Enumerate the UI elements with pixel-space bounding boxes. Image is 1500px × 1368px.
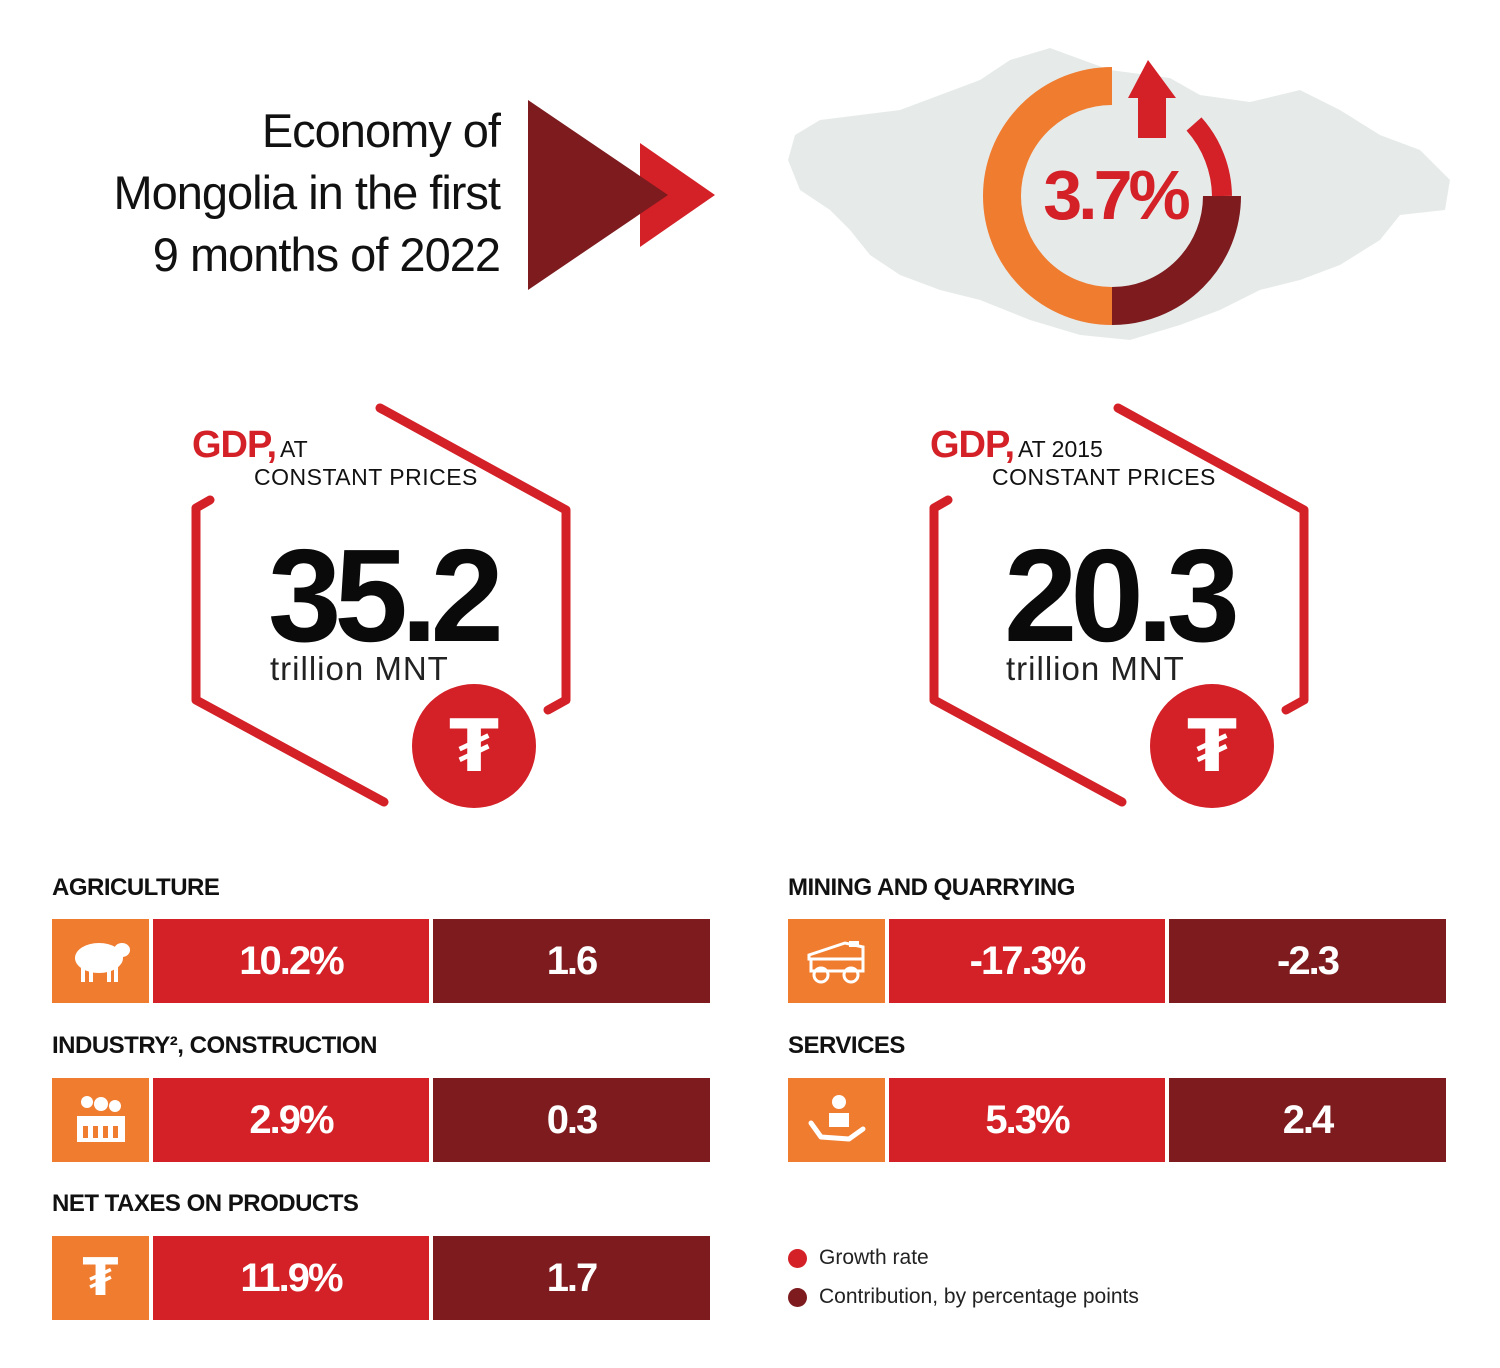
sector-row-mining: -17.3% -2.3 — [788, 919, 1446, 1003]
contribution-value: 0.3 — [433, 1078, 710, 1162]
sector-label-net-taxes: NET TAXES ON PRODUCTS — [52, 1190, 359, 1217]
contribution-value: 1.7 — [433, 1236, 710, 1320]
legend-item-contribution: Contribution, by percentage points — [788, 1285, 1139, 1309]
sector-label-mining: MINING AND QUARRYING — [788, 874, 1075, 901]
gdp-card-1-subtitle: CONSTANT PRICES — [254, 464, 478, 490]
title-line-1: Economy of — [261, 104, 501, 157]
hexagon-frame-1 — [191, 403, 571, 807]
sector-row-agriculture: 10.2% 1.6 — [52, 919, 710, 1003]
growth-rate-value: 10.2% — [153, 919, 429, 1003]
title-line-2: Mongolia in the first — [113, 166, 501, 219]
contribution-value: 1.6 — [433, 919, 710, 1003]
gdp-card-1-heading: GDP, AT — [192, 424, 308, 467]
gdp-card-2-value: 20.3 — [1004, 522, 1240, 669]
growth-rate-value: 2.9% — [153, 1078, 429, 1162]
sector-row-industry: 2.9% 0.3 — [52, 1078, 710, 1162]
growth-rate-value: 11.9% — [153, 1236, 429, 1320]
gdp-label: GDP, — [192, 424, 277, 466]
contribution-value: -2.3 — [1169, 919, 1446, 1003]
up-arrow-icon — [1128, 60, 1176, 138]
legend-dot-red — [788, 1248, 807, 1268]
hexagon-frame-2 — [929, 403, 1309, 807]
gdp-card-2-unit: trillion MNT — [1006, 650, 1185, 687]
dump-truck-icon — [788, 919, 885, 1003]
growth-rate-value: 5.3% — [889, 1078, 1165, 1162]
sheep-icon — [52, 919, 149, 1003]
gdp-card-1-value: 35.2 — [268, 522, 504, 669]
factory-icon — [52, 1078, 149, 1162]
sector-row-services: 5.3% 2.4 — [788, 1078, 1446, 1162]
page-title: Economy of Mongolia in the first 9 month… — [60, 100, 501, 286]
title-line-3: 9 months of 2022 — [152, 228, 501, 281]
hand-person-icon — [788, 1078, 885, 1162]
legend-dot-dark-red — [788, 1287, 807, 1307]
gdp-card-2-subtitle: CONSTANT PRICES — [992, 464, 1216, 490]
headline-growth-value: 3.7% — [1043, 156, 1191, 234]
legend-label: Contribution, by percentage points — [819, 1285, 1139, 1308]
sector-label-industry: INDUSTRY², CONSTRUCTION — [52, 1032, 377, 1059]
gdp-card-1-unit: trillion MNT — [270, 650, 449, 687]
legend-label: Growth rate — [819, 1246, 929, 1269]
gdp-sub-label: AT — [280, 436, 308, 462]
sector-label-agriculture: AGRICULTURE — [52, 874, 220, 901]
tugrik-icon: ₮ — [412, 684, 536, 808]
legend-item-growth: Growth rate — [788, 1246, 929, 1270]
sector-label-services: SERVICES — [788, 1032, 905, 1059]
growth-ring-chart — [983, 60, 1241, 325]
tugrik-icon: ₮ — [52, 1236, 149, 1320]
growth-rate-value: -17.3% — [889, 919, 1165, 1003]
gdp-sub-label: AT 2015 — [1018, 436, 1103, 462]
tugrik-icon: ₮ — [1150, 684, 1274, 808]
gdp-card-2-heading: GDP, AT 2015 — [930, 424, 1103, 467]
gdp-label: GDP, — [930, 424, 1015, 466]
contribution-value: 2.4 — [1169, 1078, 1446, 1162]
play-arrows-icon — [528, 100, 715, 290]
sector-row-net-taxes: ₮ 11.9% 1.7 — [52, 1236, 710, 1320]
mongolia-map — [788, 48, 1450, 340]
